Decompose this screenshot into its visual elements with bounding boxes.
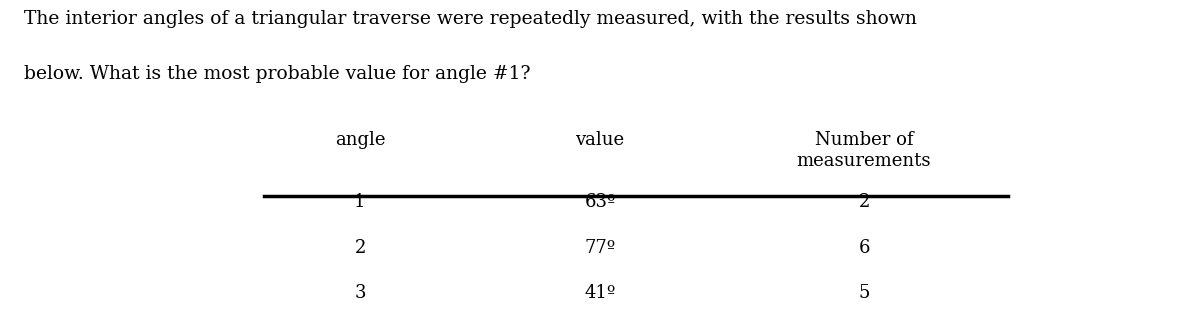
Text: 5: 5 <box>858 284 870 302</box>
Text: Number of
measurements: Number of measurements <box>797 131 931 170</box>
Text: value: value <box>576 131 624 149</box>
Text: 2: 2 <box>858 193 870 211</box>
Text: 3: 3 <box>354 284 366 302</box>
Text: angle: angle <box>335 131 385 149</box>
Text: below. What is the most probable value for angle #1?: below. What is the most probable value f… <box>24 65 530 83</box>
Text: The interior angles of a triangular traverse were repeatedly measured, with the : The interior angles of a triangular trav… <box>24 10 917 28</box>
Text: 2: 2 <box>354 239 366 257</box>
Text: 77º: 77º <box>584 239 616 257</box>
Text: 6: 6 <box>858 239 870 257</box>
Text: 63º: 63º <box>584 193 616 211</box>
Text: 1: 1 <box>354 193 366 211</box>
Text: 41º: 41º <box>584 284 616 302</box>
